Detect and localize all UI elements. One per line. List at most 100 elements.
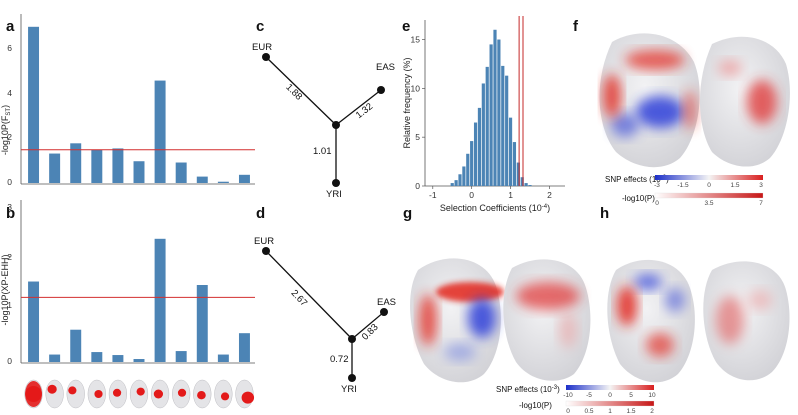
- c-branch-length-eur: 1.88: [283, 82, 304, 103]
- d-branch-length-eas: 0.83: [360, 322, 381, 343]
- c-branch-eur: [265, 56, 337, 126]
- b-ytick-0: 0: [7, 356, 12, 366]
- d-branch-length-eur: 2.67: [288, 288, 309, 309]
- f-legend-ticks-effects: -3 -1.5 0 1.5 3: [654, 182, 763, 189]
- e-bar-17: [512, 142, 517, 186]
- f-effects-tick-4: 3: [759, 182, 763, 189]
- panel-g: g SNP effects (10-3) -10 -5 0 5 10 -log10(P)…: [403, 205, 656, 415]
- a-ytick-6: 6: [7, 43, 12, 53]
- panel-label-e: e: [402, 18, 410, 35]
- e-bar-11: [489, 44, 493, 186]
- a-bar-5: [112, 148, 124, 183]
- b-bar-1: [28, 281, 40, 362]
- b-bars: [28, 238, 250, 362]
- c-label-yri: YRI: [326, 189, 342, 200]
- g-p-tick-0: 0: [566, 408, 570, 415]
- e-bar-21: [528, 185, 532, 186]
- f-p-tick-0: 0: [655, 200, 659, 207]
- g-p-tick-1: 0.5: [584, 408, 593, 415]
- b-bar-4: [91, 352, 103, 362]
- e-bar-4: [462, 166, 466, 186]
- thumbnail-segment-3: [68, 386, 77, 395]
- f-legend-bar-p: [654, 192, 764, 199]
- e-ytick-5: 5: [415, 132, 420, 142]
- e-bar-14: [501, 65, 505, 186]
- a-ylabel: -log10P(FST): [0, 105, 12, 155]
- f-legend-title-p: -log10(P): [622, 194, 655, 203]
- c-branch-length-eas: 1.32: [354, 101, 375, 121]
- f-effects-tick-1: -1.5: [677, 182, 689, 189]
- g-face-effects: [410, 258, 504, 383]
- g-effects-tick-4: 10: [648, 392, 656, 399]
- b-bar-2: [49, 354, 61, 362]
- f-effects-tick-2: 0: [707, 182, 711, 189]
- e-bar-13: [497, 39, 501, 186]
- a-ytick-4: 4: [7, 88, 12, 98]
- g-legend-ticks-p: 0 0.5 1 1.5 2: [566, 408, 654, 415]
- d-node-root: [348, 335, 356, 343]
- a-bar-6: [133, 161, 145, 183]
- f-face-pvalues: [699, 36, 790, 167]
- e-xtick--1: -1: [429, 190, 437, 200]
- c-node-root: [332, 121, 340, 129]
- a-bar-10: [217, 181, 229, 183]
- panel-d-tree: d EUR EAS YRI 2.67 0.83 0.72: [254, 205, 396, 395]
- d-label-eur: EUR: [254, 236, 274, 247]
- c-branch-eas: [335, 89, 382, 126]
- e-bar-20: [524, 183, 528, 186]
- e-ytick-15: 15: [411, 35, 421, 45]
- f-legend-bar-effects: [655, 175, 763, 180]
- a-bar-1: [28, 26, 40, 184]
- d-branch-eas: [351, 311, 385, 340]
- g-p-tick-4: 2: [650, 408, 654, 415]
- e-bar-10: [485, 66, 489, 186]
- g-legend-bar-p: [565, 400, 655, 407]
- a-bar-9: [196, 176, 208, 183]
- g-face-pvalues: [503, 259, 591, 381]
- facial-segment-thumbnails: [24, 379, 255, 409]
- f-effects-tick-3: 1.5: [730, 182, 739, 189]
- c-label-eas: EAS: [376, 62, 395, 73]
- e-yticks: 0 5 10 15: [411, 35, 425, 191]
- h-face-effects: [607, 259, 695, 383]
- g-effects-tick-3: 5: [629, 392, 633, 399]
- e-bar-7: [473, 122, 478, 186]
- e-bar-2: [454, 180, 458, 186]
- e-bar-9: [481, 83, 485, 186]
- f-legend-ticks-p: 0 3.5 7: [655, 200, 763, 207]
- panel-e-histogram: e 0 5 10 15 -1 0 1 2 Relative frequency (%) Se…: [402, 16, 565, 213]
- c-branch-length-yri: 1.01: [313, 146, 332, 157]
- e-bar-8: [477, 107, 482, 186]
- thumbnail-face-2: [45, 379, 64, 409]
- b-ytick-1: 1: [7, 300, 12, 310]
- g-legend-title-effects: SNP effects (10-3): [496, 385, 560, 394]
- e-bar-6: [470, 141, 474, 186]
- thumbnail-segment-8: [177, 388, 187, 397]
- panel-f: f SNP effects (10-2) -3-1.501.53 -log10(…: [573, 18, 790, 207]
- a-ytick-0: 0: [7, 177, 12, 187]
- e-bar-19: [520, 177, 524, 186]
- e-xticks: -1 0 1 2: [429, 186, 552, 200]
- d-label-eas: EAS: [377, 297, 396, 308]
- f-p-tick-1: 3.5: [704, 200, 713, 207]
- thumbnail-segment-7: [153, 389, 164, 399]
- f-face-effects: [599, 33, 700, 168]
- e-xlabel: Selection Coefficients (10-4): [440, 203, 550, 213]
- g-legend-title-p: -log10(P): [519, 401, 552, 410]
- e-ytick-10: 10: [411, 83, 421, 93]
- panel-label-c: c: [256, 18, 264, 35]
- thumbnail-segment-6: [136, 387, 145, 396]
- e-xtick-2: 2: [547, 190, 552, 200]
- panel-label-h: h: [600, 205, 609, 222]
- e-bar-18: [516, 162, 520, 186]
- d-node-eas: [380, 308, 388, 316]
- e-bar-15: [505, 75, 509, 186]
- d-branch-eur: [265, 250, 353, 340]
- thumbnail-segment-10: [220, 392, 230, 401]
- e-ytick-0: 0: [415, 181, 420, 191]
- panel-b: b 0 1 2 3 -log10P(XP-EHH): [0, 200, 255, 366]
- thumbnail-segment-9: [197, 391, 206, 400]
- e-bar-16: [508, 117, 513, 186]
- panel-h: h: [600, 205, 790, 383]
